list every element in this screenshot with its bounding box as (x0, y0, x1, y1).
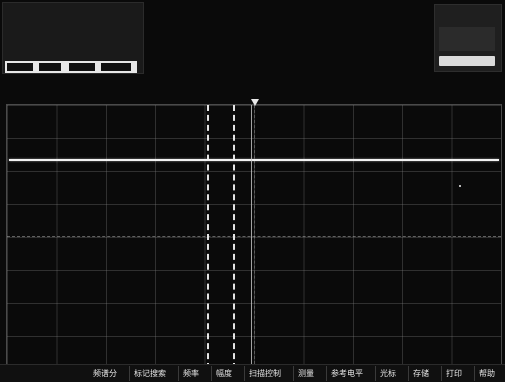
waveform-grid[interactable] (6, 99, 502, 370)
trigger-line[interactable] (251, 105, 252, 369)
center-vertical-axis (254, 105, 255, 369)
cursor-line-left[interactable] (207, 105, 209, 369)
cursor-line-right[interactable] (233, 105, 235, 369)
center-horizontal-axis (7, 236, 501, 237)
trigger-marker-icon[interactable] (251, 99, 259, 106)
measurement-strip (5, 61, 137, 73)
marker-dot (459, 185, 461, 187)
menu-item[interactable]: 存储 (408, 366, 433, 381)
menu-item[interactable]: 打印 (441, 366, 466, 381)
menu-item[interactable]: 帮助 (474, 366, 499, 381)
status-pill (439, 56, 495, 66)
menu-item[interactable]: 幅度 (211, 366, 236, 381)
waveform-trace (9, 159, 499, 161)
menu-item[interactable]: 扫描控制 (244, 366, 285, 381)
bottom-menu: 频谱分 标记搜索 频率 幅度 扫描控制 测量 参考电平 光标 存储 打印 帮助 (0, 364, 505, 382)
menu-item[interactable]: 频率 (178, 366, 203, 381)
status-panel (434, 4, 502, 72)
menu-item[interactable]: 标记搜索 (129, 366, 170, 381)
menu-item[interactable]: 测量 (293, 366, 318, 381)
menu-item[interactable]: 参考电平 (326, 366, 367, 381)
status-strip (439, 27, 495, 51)
measurement-panel (2, 2, 144, 74)
menu-item[interactable]: 光标 (375, 366, 400, 381)
menu-item[interactable]: 频谱分 (93, 369, 117, 378)
